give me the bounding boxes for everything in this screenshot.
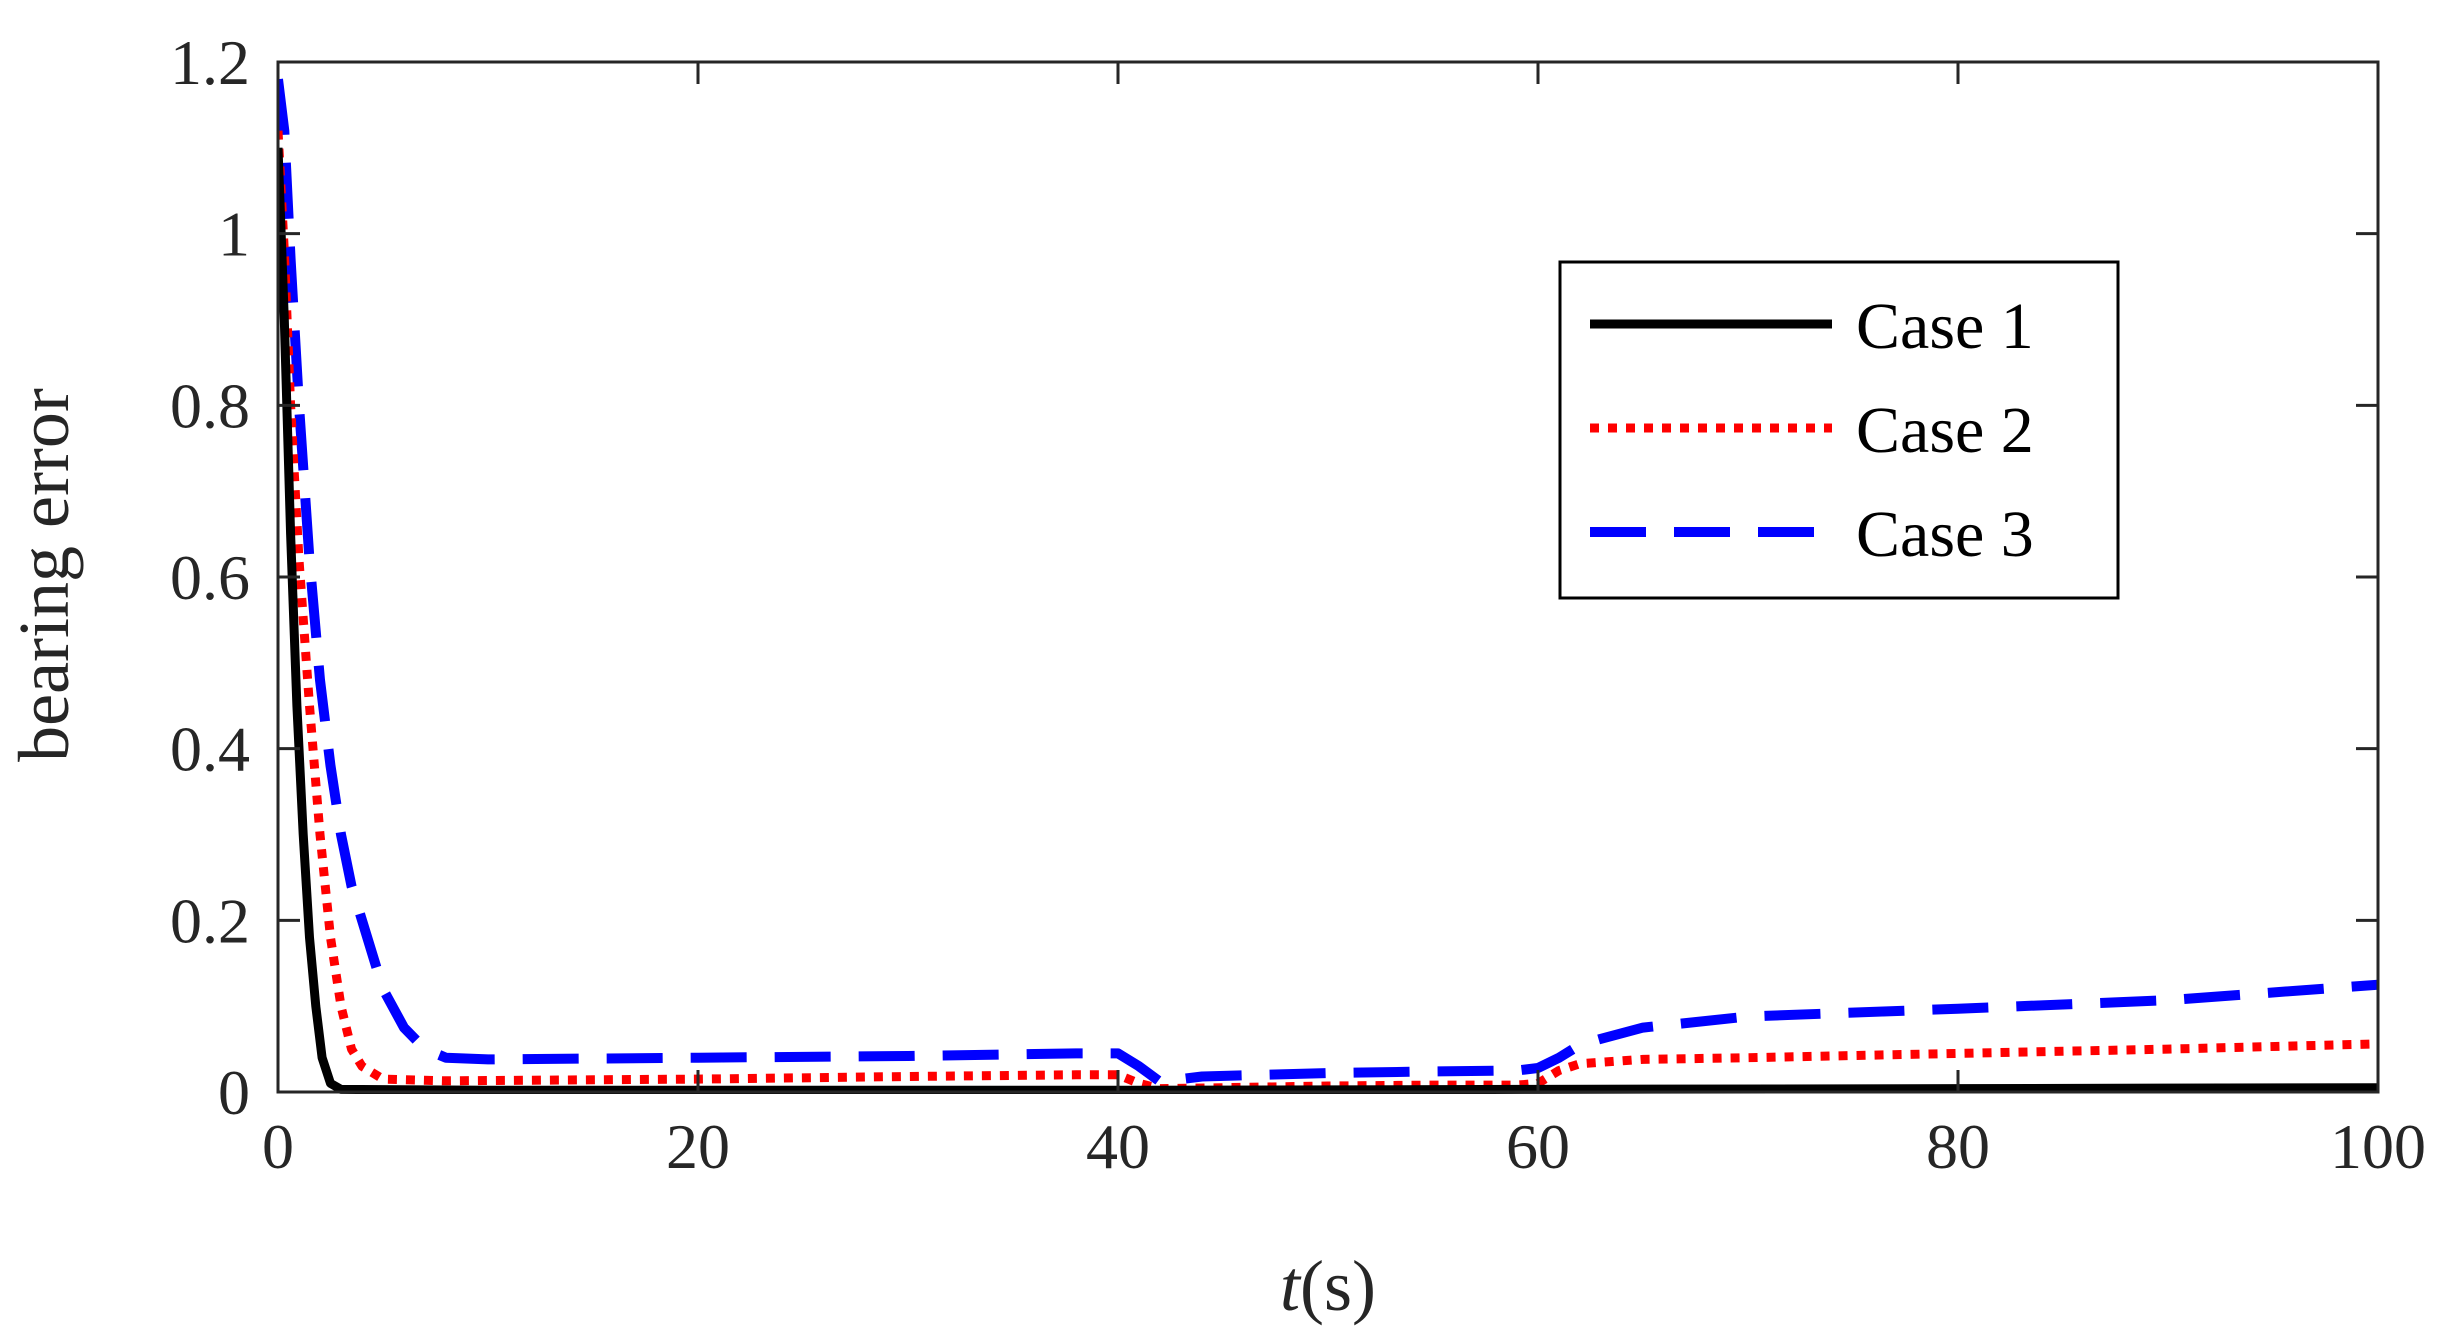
- legend-label-case-1: Case 1: [1856, 290, 2034, 363]
- y-tick-label: 0.6: [170, 542, 250, 613]
- x-tick-label: 40: [1086, 1111, 1150, 1182]
- y-tick-label: 1.2: [170, 27, 250, 98]
- x-tick-label: 100: [2330, 1111, 2426, 1182]
- ticks: 0 20 40 60 80 100 0 0.2 0.4 0.6 0.8 1 1.2: [170, 27, 2426, 1182]
- x-tick-label: 80: [1926, 1111, 1990, 1182]
- legend-box: [1558, 260, 2120, 600]
- legend-label-case-2: Case 2: [1856, 394, 2034, 467]
- y-axis-label: bearing error: [4, 388, 84, 762]
- x-axis-label: t(s): [1280, 1246, 1376, 1326]
- series-line-case-3: [278, 78, 2378, 1087]
- x-tick-label: 0: [262, 1111, 294, 1182]
- y-tick-label: 0: [218, 1057, 250, 1128]
- series-line-case-2: [278, 130, 2378, 1094]
- x-tick-label: 20: [666, 1111, 730, 1182]
- legend: Case 1 Case 2 Case 3: [1558, 260, 2120, 600]
- legend-label-case-3: Case 3: [1856, 498, 2034, 571]
- series-line-case-1: [278, 147, 2378, 1094]
- x-tick-label: 60: [1506, 1111, 1570, 1182]
- y-tick-label: 0.2: [170, 885, 250, 956]
- y-tick-label: 0.4: [170, 714, 250, 785]
- y-tick-label: 0.8: [170, 370, 250, 441]
- y-tick-label: 1: [218, 199, 250, 270]
- plot-area: [278, 78, 2378, 1094]
